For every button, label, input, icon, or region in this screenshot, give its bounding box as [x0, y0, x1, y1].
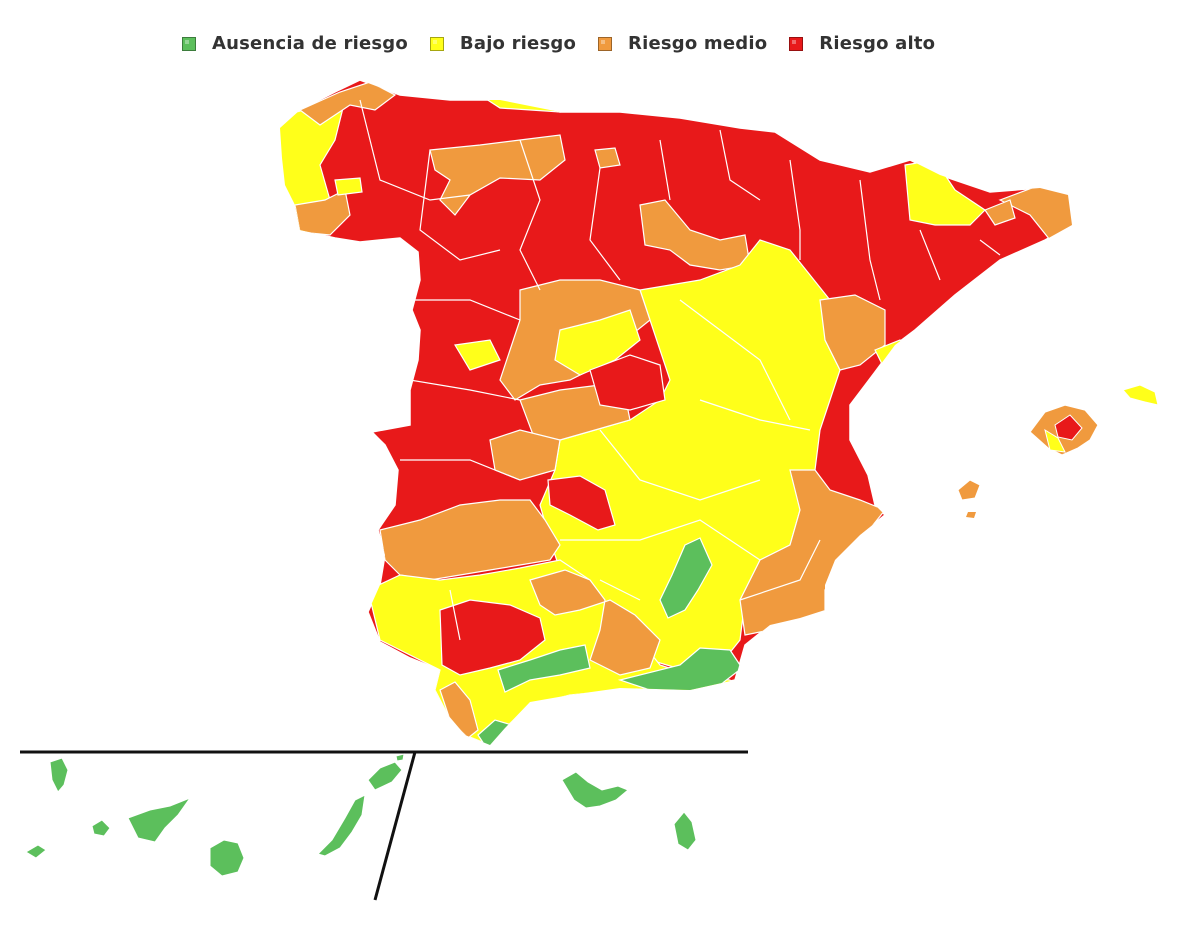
region-galicia-north [298, 81, 397, 126]
island-menorca [1122, 384, 1159, 406]
legend-item-ausencia: Ausencia de riesgo [182, 33, 408, 54]
legend-label: Riesgo alto [819, 33, 936, 54]
island-mallorca-yellow [1044, 428, 1066, 453]
island-ceuta-area [561, 771, 629, 809]
legend-item-alto: Riesgo alto [789, 33, 935, 54]
region-malaga-green [497, 644, 591, 693]
legend-swatch-orange [598, 36, 613, 51]
legend-label: Riesgo medio [628, 33, 768, 54]
legend-swatch-yellow [429, 36, 444, 51]
island-el-hierro [25, 844, 47, 859]
legend-label: Bajo riesgo [459, 33, 577, 54]
region-galicia-small [334, 177, 363, 196]
legend-swatch-red [789, 36, 804, 51]
region-andalusia-orange-central [529, 569, 661, 676]
island-melilla-area [673, 811, 697, 851]
region-avila-yellow [454, 339, 501, 371]
legend-item-medio: Riesgo medio [598, 33, 767, 54]
island-tenerife [127, 796, 192, 843]
region-castilla-orange [819, 294, 886, 371]
legend: Ausencia de riesgo Bajo riesgo Riesgo me… [182, 33, 957, 54]
island-lanzarote [367, 761, 403, 791]
island-ibiza [957, 479, 981, 501]
region-catalonia-orange-small [984, 199, 1016, 226]
legend-item-bajo: Bajo riesgo [429, 33, 577, 54]
legend-swatch-green [182, 36, 196, 51]
region-jaen-green [659, 537, 713, 619]
region-madrid-yellow [554, 309, 641, 376]
island-la-palma [49, 757, 69, 793]
region-ciudadreal-red [547, 475, 616, 531]
island-graciosa [395, 753, 405, 762]
island-mallorca-red [1054, 414, 1083, 441]
inset-divider-diagonal [373, 751, 417, 901]
island-fuerteventura [317, 794, 366, 857]
region-burgos-orange [594, 147, 621, 169]
island-gran-canaria [209, 839, 245, 877]
province-borders [359, 99, 1001, 641]
island-la-gomera [91, 819, 111, 837]
region-sevilla-red [439, 599, 546, 676]
legend-label: Ausencia de riesgo [212, 33, 408, 54]
region-madrid-red [589, 354, 666, 411]
island-formentera [966, 512, 976, 518]
